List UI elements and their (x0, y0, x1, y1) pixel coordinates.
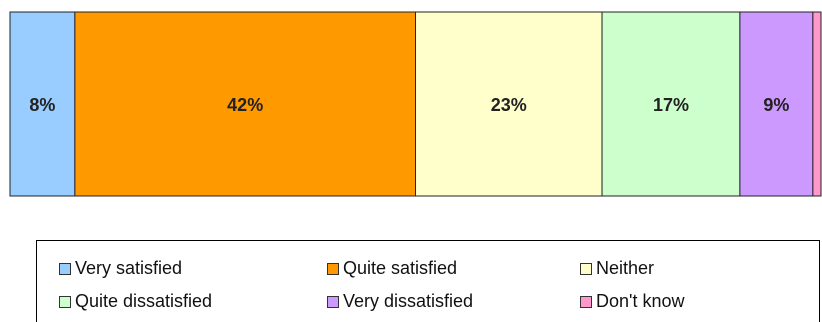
legend: Very satisfied Quite satisfied Neither Q… (36, 240, 820, 322)
legend-item-neither: Neither (580, 258, 654, 279)
legend-item-very-dissatisfied: Very dissatisfied (327, 291, 473, 312)
data-label-neither: 23% (491, 95, 527, 115)
legend-swatch-very-satisfied (59, 262, 71, 275)
legend-label-very-satisfied: Very satisfied (75, 258, 183, 278)
legend-swatch-quite-dissatisfied (59, 295, 71, 308)
legend-swatch-dont-know (580, 295, 592, 308)
legend-item-quite-dissatisfied: Quite dissatisfied (59, 291, 212, 312)
data-label-very-dissatisfied: 9% (763, 95, 789, 115)
legend-label-quite-dissatisfied: Quite dissatisfied (75, 291, 213, 311)
legend-label-very-dissatisfied: Very dissatisfied (343, 291, 474, 311)
bar-segment-don-t-know (812, 11, 822, 197)
legend-item-dont-know: Don't know (580, 291, 684, 312)
legend-swatch-quite-satisfied (327, 262, 339, 275)
legend-label-dont-know: Don't know (596, 291, 685, 311)
legend-label-quite-satisfied: Quite satisfied (343, 258, 458, 278)
data-label-quite-dissatisfied: 17% (653, 95, 689, 115)
legend-item-very-satisfied: Very satisfied (59, 258, 182, 279)
bar-segment-neither (415, 11, 603, 197)
data-label-very-satisfied: 8% (29, 95, 55, 115)
bar-segment-very-dissatisfied (739, 11, 814, 197)
legend-swatch-very-dissatisfied (327, 295, 339, 308)
data-label-quite-satisfied: 42% (227, 95, 263, 115)
legend-swatch-neither (580, 262, 592, 275)
bar-segment-quite-dissatisfied (601, 11, 741, 197)
legend-item-quite-satisfied: Quite satisfied (327, 258, 457, 279)
legend-label-neither: Neither (596, 258, 655, 278)
bar-segment-very-satisfied (9, 11, 76, 197)
bar-segment-quite-satisfied (74, 11, 416, 197)
